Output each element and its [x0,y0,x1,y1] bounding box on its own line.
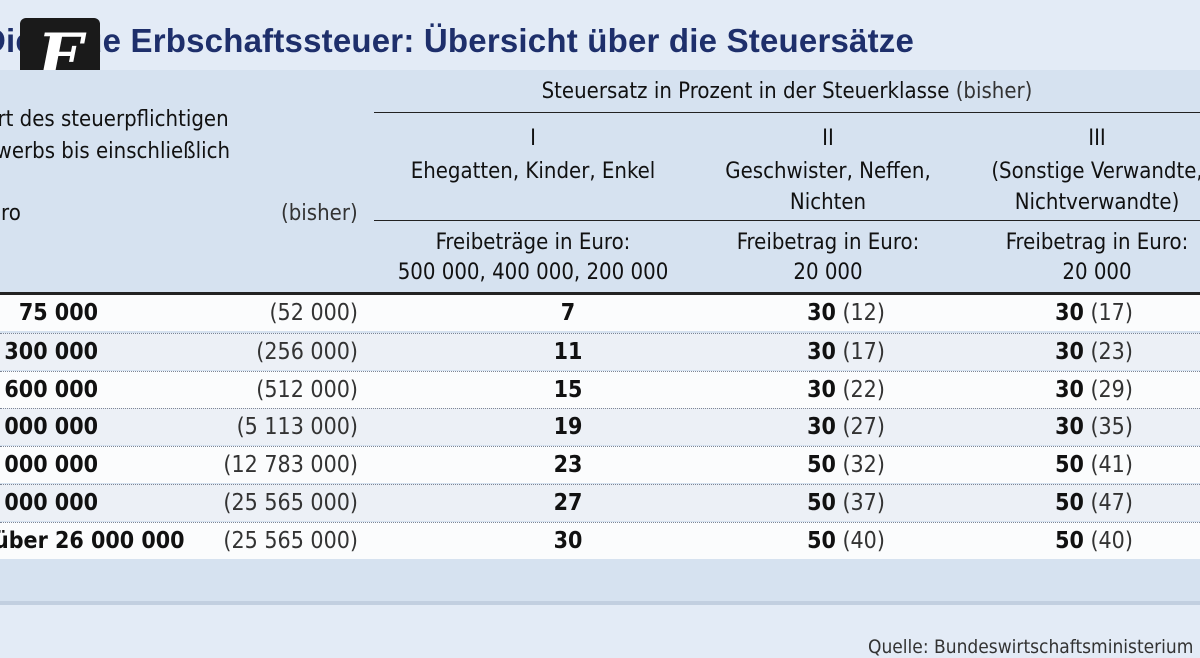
table-row: 6 000 000 (5 113 000) 19 30 (27) 30 (35) [0,408,1200,446]
page-title: Die neue Erbschaftssteuer: Übersicht übe… [0,22,915,59]
class-2-desc2: Nichten [789,190,867,215]
class-1-rate-cell: 7 [560,300,576,326]
class-3-rate-cell: 50 (41) [1055,452,1133,479]
class-2-allowance-values: 20 000 [793,260,863,285]
class-3-allowance-values: 20 000 [1062,260,1132,285]
class-2-rate-cell: 30 (17) [807,338,885,365]
source-note: Quelle: Bundeswirtschaftsministerium [868,636,1194,658]
class-1-rate-cell: 11 [553,338,583,365]
class-2-desc1: Geschwister, Neffen, [725,159,931,184]
class-1-allowance-values: 500 000, 400 000, 200 000 [397,260,669,285]
rate-title-rule [374,112,1200,113]
class-1-rate-cell: 30 [553,527,583,554]
class-1-desc: Ehegatten, Kinder, Enkel [410,159,656,184]
class-3-rate-cell: 50 (40) [1055,527,1133,554]
class-2-rate-cell: 50 (40) [807,527,885,554]
amount-cell: 6 000 000 [0,414,98,441]
class-3-rate-cell: 30 (29) [1055,376,1133,403]
amount-cell: 600 000 [4,376,98,403]
allowance-rule [374,220,1200,221]
class-2-rate-cell: 50 (37) [807,490,885,516]
previous-amount-cell: (52 000) [269,300,358,326]
class-3-rate-cell: 30 (35) [1055,414,1133,441]
class-1-allowance-label: Freibeträge in Euro: [435,230,631,255]
table-row: über 26 000 000 (25 565 000) 30 50 (40) 50 (… [0,521,1200,559]
value-header-line2: Erwerbs bis einschließlich [0,139,231,164]
amount-cell: 300 000 [4,338,98,365]
class-3-rate-cell: 30 (17) [1055,300,1133,326]
amount-cell: 26 000 000 [0,490,98,516]
class-1-rate-cell: 27 [553,490,583,516]
previous-amount-cell: (25 565 000) [223,527,358,554]
class-1-rate-cell: 15 [553,376,583,403]
previous-amount-cell: (12 783 000) [223,452,358,479]
class-1-rate-cell: 23 [553,452,583,479]
class-3-rate-cell: 30 (23) [1055,338,1133,365]
class-2-rate-cell: 30 (12) [807,300,885,326]
class-2-numeral: II [822,126,834,151]
previous-amount-cell: (5 113 000) [236,414,358,441]
class-2-allowance-label: Freibetrag in Euro: [736,230,920,255]
rate-title: Steuersatz in Prozent in der Steuerklass… [541,79,1033,104]
class-3-numeral: III [1088,126,1106,151]
table-row: 600 000 (512 000) 15 30 (22) 30 (29) [0,370,1200,408]
previous-amount-cell: (25 565 000) [223,490,358,516]
class-2-rate-cell: 30 (27) [807,414,885,441]
table-row: 75 000 (52 000) 7 30 (12) 30 (17) [0,295,1200,331]
amount-cell: 13 000 000 [0,452,98,479]
class-2-rate-cell: 50 (32) [807,452,885,479]
prev-label: (bisher) [281,201,358,226]
euro-label: Euro [0,201,21,226]
class-1-rate-cell: 19 [553,414,583,441]
class-1-numeral: I [530,126,536,151]
amount-cell: über 26 000 000 [0,527,185,554]
tax-table-panel: Wert des steuerpflichtigen Erwerbs bis e… [0,70,1200,658]
panel-bottom-edge [0,601,1200,605]
table-row: 13 000 000 (12 783 000) 23 50 (32) 50 (41) [0,446,1200,484]
previous-amount-cell: (256 000) [256,338,358,365]
header-bottom-rule [0,292,1200,295]
class-2-rate-cell: 30 (22) [807,376,885,403]
class-3-desc1: (Sonstige Verwandte, [991,159,1200,184]
value-header-line1: Wert des steuerpflichtigen [0,107,229,132]
previous-amount-cell: (512 000) [256,376,358,403]
amount-cell: 75 000 [18,300,98,326]
class-3-desc2: Nichtverwandte) [1014,190,1180,215]
table-row: 300 000 (256 000) 11 30 (17) 30 (23) [0,332,1200,370]
class-3-allowance-label: Freibetrag in Euro: [1005,230,1189,255]
class-3-rate-cell: 50 (47) [1055,490,1133,516]
table-row: 26 000 000 (25 565 000) 27 50 (37) 50 (47) [0,484,1200,521]
